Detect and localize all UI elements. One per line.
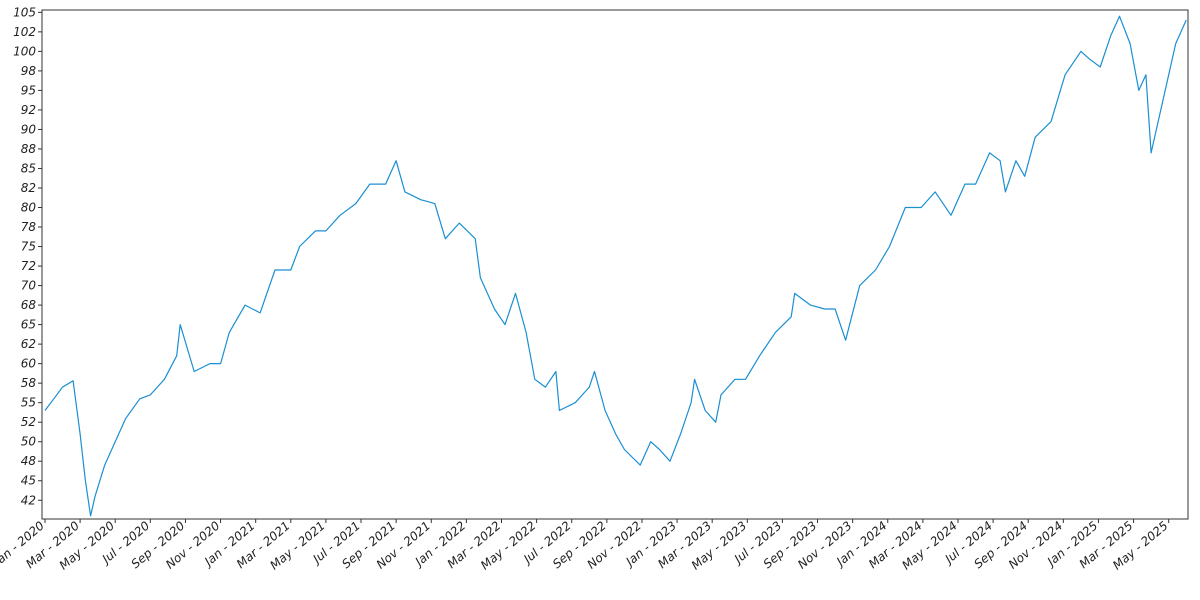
y-tick-label: 98 [21, 64, 37, 78]
y-tick-label: 55 [21, 396, 36, 410]
y-tick-label: 78 [21, 220, 37, 234]
y-tick-label: 52 [21, 415, 36, 429]
y-tick-label: 58 [21, 376, 37, 390]
y-tick-label: 68 [21, 298, 37, 312]
y-tick-label: 42 [21, 493, 36, 507]
y-tick-label: 50 [21, 435, 37, 449]
y-tick-label: 92 [21, 103, 36, 117]
y-tick-label: 90 [21, 122, 37, 136]
y-tick-label: 80 [21, 201, 37, 215]
y-tick-label: 72 [21, 259, 36, 273]
data-line [44, 15, 1187, 517]
y-tick-label: 62 [21, 337, 36, 351]
y-tick-label: 100 [13, 44, 36, 58]
y-tick-label: 65 [21, 318, 36, 332]
y-tick-label: 105 [13, 5, 36, 19]
y-tick-label: 45 [21, 474, 36, 488]
plot-frame [41, 9, 1189, 520]
y-tick-label: 102 [13, 25, 36, 39]
y-tick-label: 88 [21, 142, 37, 156]
y-tick-label: 60 [21, 357, 37, 371]
y-tick-label: 48 [21, 454, 37, 468]
y-tick-label: 75 [21, 240, 36, 254]
y-tick-label: 70 [21, 279, 37, 293]
y-tick-label: 82 [21, 181, 36, 195]
y-tick-label: 85 [21, 161, 36, 175]
y-tick-label: 95 [21, 83, 36, 97]
